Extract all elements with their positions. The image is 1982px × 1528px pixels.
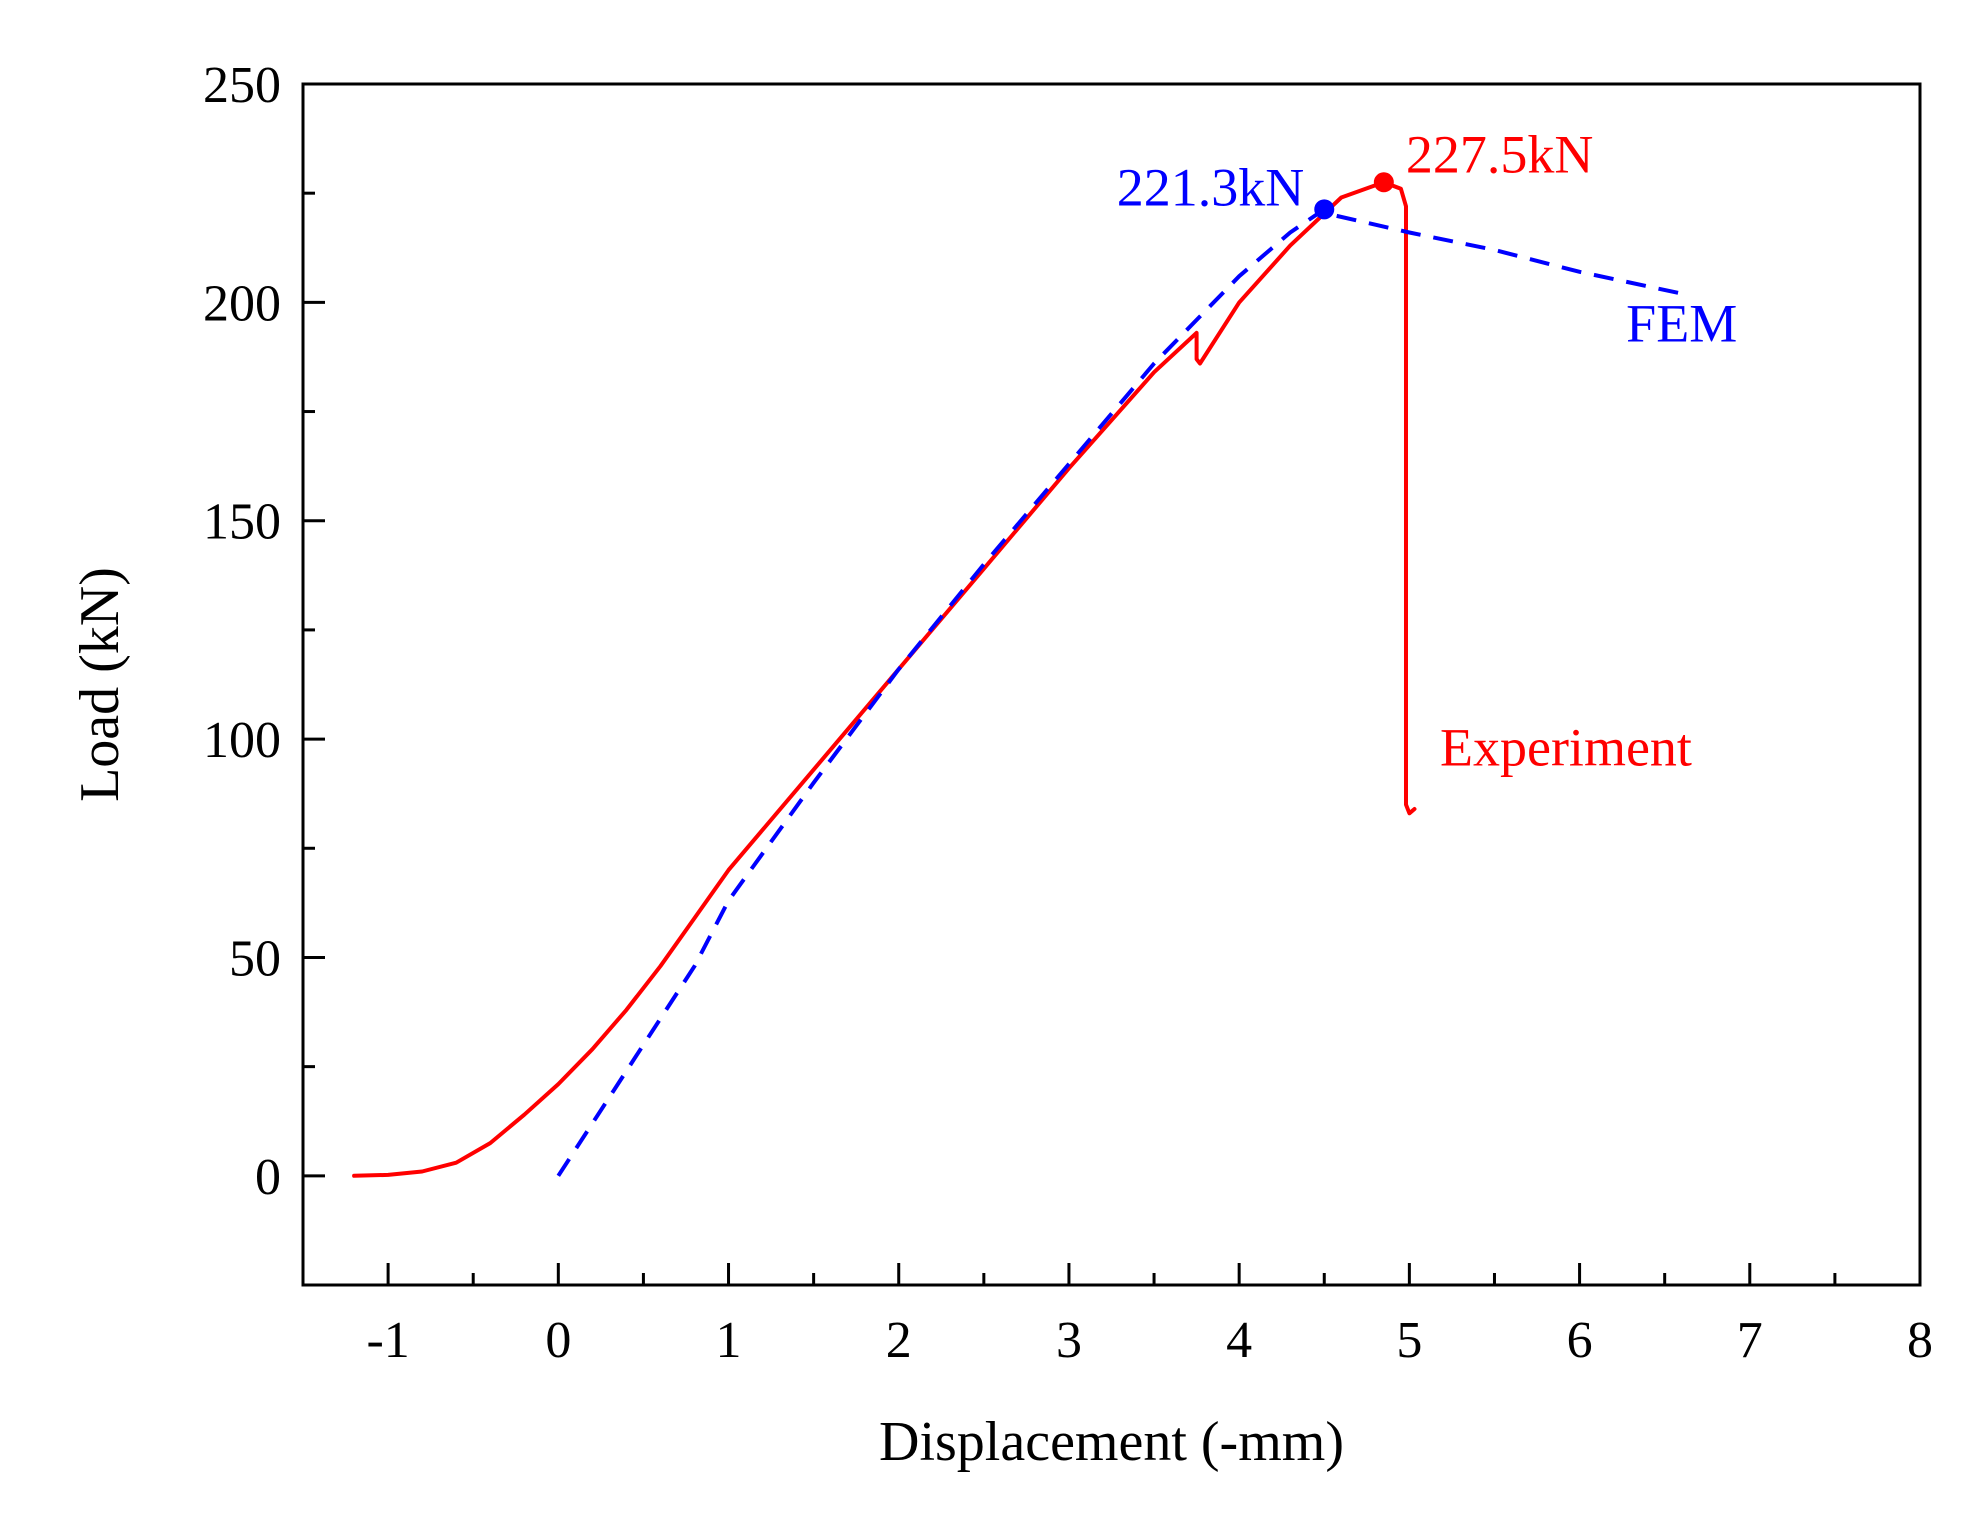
experiment-series-line	[352, 180, 1417, 1178]
x-tick-label: 2	[886, 1312, 912, 1369]
x-axis-title: Displacement (-mm)	[879, 1411, 1344, 1473]
fem-annotation: FEM	[1626, 294, 1737, 354]
series	[352, 180, 1683, 1178]
fem-peak-label: 221.3kN	[1117, 157, 1305, 217]
x-tick-label: 3	[1056, 1312, 1082, 1369]
x-tick-label: -1	[366, 1312, 409, 1369]
axes	[301, 82, 1922, 1287]
x-tick-label: 7	[1737, 1312, 1763, 1369]
y-tick-label: 150	[203, 494, 281, 551]
x-tick-label: 4	[1226, 1312, 1252, 1369]
y-tick-label: 250	[203, 57, 281, 114]
experiment-annotation: Experiment	[1440, 717, 1692, 777]
y-tick-label: 100	[203, 712, 281, 769]
y-tick-label: 50	[229, 930, 281, 987]
y-axis-title: Load (kN)	[69, 567, 131, 802]
x-tick-label: 5	[1396, 1312, 1422, 1369]
experiment-peak-marker	[1373, 172, 1394, 193]
x-tick-label: 1	[716, 1312, 742, 1369]
fem-peak-marker	[1314, 199, 1335, 220]
x-tick-label: 8	[1907, 1312, 1933, 1369]
labels: Displacement (-mm) Load (kN) 221.3kN 227.5k…	[69, 124, 1737, 1473]
plot-frame	[301, 82, 1922, 1287]
fem-series-line	[556, 207, 1683, 1177]
experiment-peak-label: 227.5kN	[1406, 124, 1594, 184]
ticks: -1 0 1 2 3 4 5 6 7 8 0 50 100 150 200 250	[203, 57, 1933, 1369]
x-tick-label: 6	[1567, 1312, 1593, 1369]
peak-markers	[1314, 172, 1394, 220]
y-tick-label: 0	[255, 1149, 281, 1206]
x-tick-label: 0	[545, 1312, 571, 1369]
y-tick-label: 200	[203, 275, 281, 332]
